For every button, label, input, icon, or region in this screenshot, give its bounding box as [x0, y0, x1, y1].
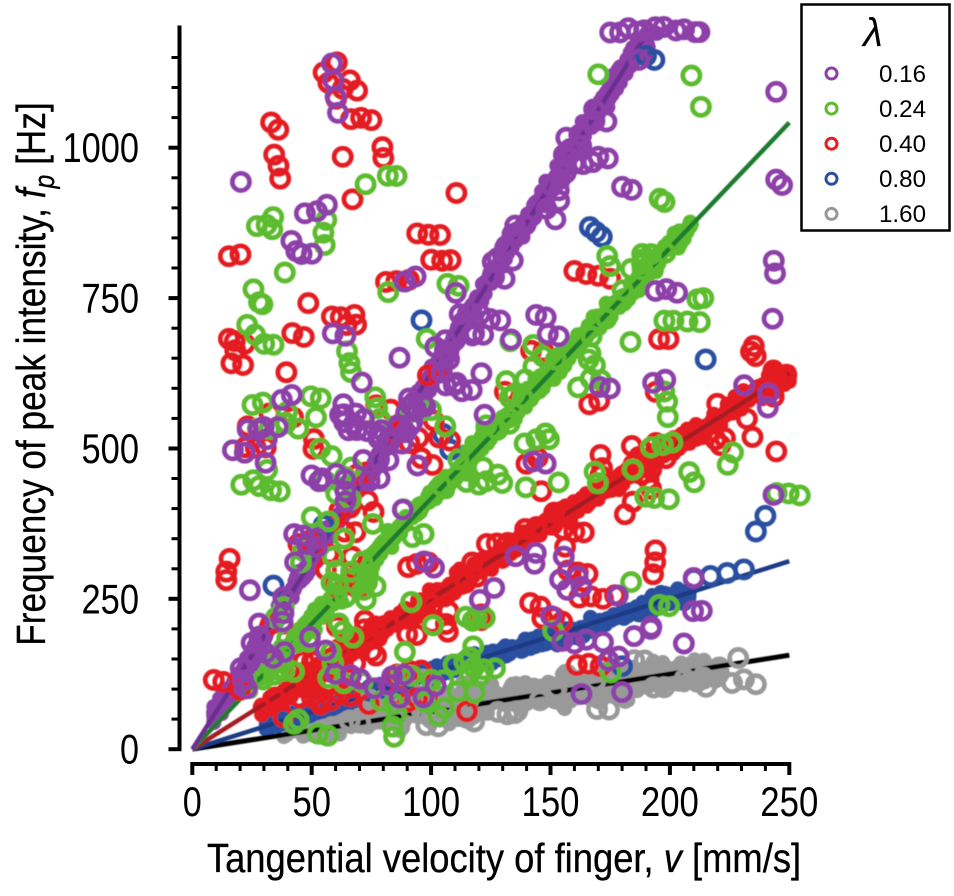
svg-text:100: 100	[402, 778, 460, 825]
svg-text:0.40: 0.40	[879, 131, 926, 158]
svg-text:Frequency of peak intensity, f: Frequency of peak intensity, fp [Hz]	[9, 102, 61, 646]
svg-text:λ: λ	[861, 11, 883, 55]
svg-text:0: 0	[183, 778, 202, 825]
svg-text:0.16: 0.16	[879, 61, 926, 88]
svg-text:750: 750	[82, 275, 140, 322]
svg-text:50: 50	[292, 778, 331, 825]
svg-text:1000: 1000	[63, 124, 140, 171]
svg-text:0: 0	[120, 726, 139, 773]
svg-text:200: 200	[641, 778, 699, 825]
svg-text:250: 250	[760, 778, 818, 825]
svg-text:0.80: 0.80	[879, 166, 926, 193]
svg-text:Tangential velocity of finger,: Tangential velocity of finger, v [mm/s]	[207, 836, 801, 881]
svg-text:150: 150	[522, 778, 580, 825]
svg-text:500: 500	[82, 425, 140, 472]
svg-text:0.24: 0.24	[879, 96, 926, 123]
svg-text:250: 250	[82, 575, 140, 622]
svg-text:1.60: 1.60	[879, 201, 926, 228]
